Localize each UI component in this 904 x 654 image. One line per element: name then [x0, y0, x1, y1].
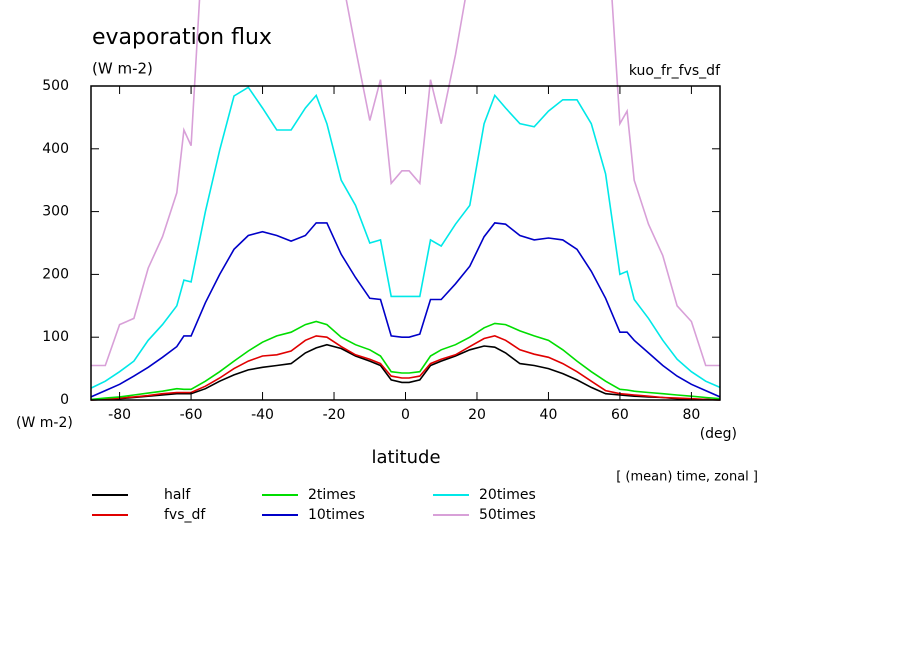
x-tick-label: -40 [251, 407, 274, 423]
y-tick-label: 200 [42, 266, 69, 282]
y-unit-bottom: (W m-2) [16, 415, 73, 431]
legend-label: 20times [479, 487, 536, 503]
x-tick-label: 40 [540, 407, 558, 423]
data-line [90, 86, 721, 389]
data-line [90, 343, 721, 401]
subtitle: [ (mean) time, zonal ] [616, 470, 758, 485]
y-tick-label: 300 [42, 204, 69, 220]
x-tick-label: -80 [108, 407, 131, 423]
x-tick-label: -60 [180, 407, 203, 423]
x-tick-label: 20 [468, 407, 486, 423]
x-unit: (deg) [700, 426, 737, 442]
x-tick-label: 0 [401, 407, 410, 423]
data-line [90, 320, 721, 401]
x-tick-label: 60 [611, 407, 629, 423]
legend-label: fvs_df [164, 507, 206, 523]
data-line [91, 0, 720, 367]
data-line [90, 222, 721, 398]
y-tick-label: 400 [42, 141, 69, 157]
data-line [90, 335, 721, 401]
legend-label: 10times [308, 507, 365, 523]
x-tick-label: 80 [682, 407, 700, 423]
y-tick-label: 100 [42, 329, 69, 345]
legend-label: half [164, 487, 191, 503]
y-tick-label: 0 [60, 392, 69, 408]
chart-title: evaporation flux [92, 25, 272, 50]
x-axis-label: latitude [371, 447, 440, 468]
y-tick-label: 500 [42, 78, 69, 94]
x-tick-label: -20 [323, 407, 346, 423]
legend-label: 2times [308, 487, 356, 503]
legend-label: 50times [479, 507, 536, 523]
experiment-label: kuo_fr_fvs_df [629, 63, 721, 79]
y-unit: (W m-2) [92, 60, 153, 78]
